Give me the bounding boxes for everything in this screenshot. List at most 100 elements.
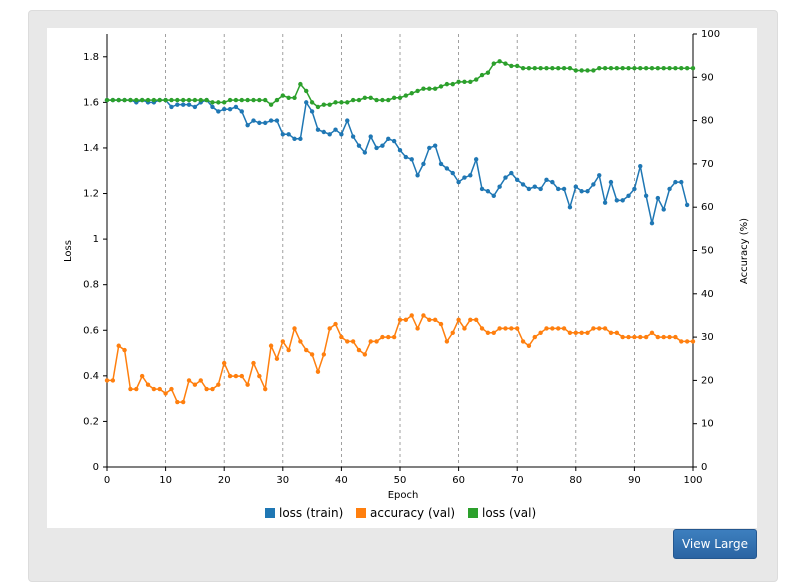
- data-point: [409, 157, 414, 162]
- data-point: [608, 179, 614, 185]
- data-point: [391, 138, 397, 144]
- data-point: [345, 100, 350, 105]
- data-point: [643, 193, 649, 199]
- data-point: [591, 326, 596, 331]
- data-point: [602, 200, 608, 205]
- data-point: [350, 97, 356, 103]
- data-point: [128, 386, 133, 392]
- y-left-axis-title: Loss: [63, 240, 74, 262]
- data-point: [169, 386, 174, 392]
- x-tick-label: 90: [628, 475, 641, 486]
- data-point: [192, 382, 198, 387]
- data-point: [128, 97, 133, 103]
- series-line-loss-train: [107, 99, 688, 224]
- view-large-button[interactable]: View Large: [673, 529, 757, 559]
- data-point: [333, 100, 338, 105]
- data-point: [661, 207, 666, 212]
- data-point: [608, 65, 614, 71]
- data-point: [462, 175, 467, 180]
- data-point: [251, 97, 256, 103]
- data-point: [585, 189, 590, 194]
- data-point: [175, 97, 180, 103]
- data-point: [110, 378, 116, 383]
- y-left-tick-label: 0: [93, 462, 99, 473]
- data-point: [304, 100, 309, 105]
- legend-swatch: [265, 508, 275, 518]
- x-tick-label: 10: [159, 475, 172, 486]
- data-point: [485, 330, 491, 335]
- data-point: [186, 102, 192, 107]
- data-point: [257, 97, 262, 103]
- data-point: [345, 339, 350, 344]
- data-point: [415, 88, 420, 94]
- data-point: [515, 326, 520, 331]
- data-point: [556, 326, 561, 331]
- data-point: [421, 86, 426, 91]
- data-point: [169, 104, 174, 110]
- y-left-tick-label: 0.8: [83, 280, 99, 291]
- data-point: [321, 352, 327, 357]
- data-point: [368, 95, 373, 101]
- data-point: [386, 97, 391, 103]
- data-point: [638, 65, 643, 71]
- data-point: [661, 65, 666, 71]
- data-point: [649, 220, 655, 226]
- data-point: [491, 61, 496, 66]
- data-point: [667, 334, 672, 340]
- data-point: [321, 129, 327, 135]
- data-point: [186, 378, 192, 383]
- data-point: [245, 122, 250, 128]
- data-point: [532, 65, 537, 71]
- data-point: [432, 86, 438, 91]
- data-point: [151, 386, 157, 392]
- data-point: [456, 317, 461, 322]
- data-point: [456, 79, 461, 85]
- data-point: [614, 330, 620, 335]
- data-point: [456, 179, 461, 185]
- data-point: [497, 326, 502, 331]
- y-right-tick-label: 90: [701, 72, 714, 83]
- y-right-tick-label: 80: [701, 116, 714, 127]
- data-point: [409, 91, 414, 96]
- data-point: [468, 79, 473, 85]
- data-point: [421, 161, 426, 167]
- data-point: [561, 186, 567, 192]
- chart-svg: 0 10 20 30 40 50 60 70 80 90 10000.20.40.60.811.21…: [63, 29, 750, 520]
- data-point: [286, 347, 291, 353]
- data-point: [444, 81, 450, 87]
- data-point: [567, 330, 573, 335]
- data-point: [345, 118, 350, 123]
- data-point: [520, 65, 526, 71]
- data-point: [374, 339, 379, 344]
- data-point: [626, 334, 631, 340]
- data-point: [620, 65, 625, 71]
- data-point: [216, 382, 221, 387]
- data-point: [614, 65, 620, 71]
- y-right-tick-label: 0: [701, 462, 707, 473]
- data-point: [403, 317, 409, 322]
- data-point: [180, 97, 186, 103]
- data-point: [479, 326, 485, 331]
- y-right-axis-title: Accuracy (%): [739, 218, 750, 284]
- data-point: [661, 334, 666, 340]
- data-point: [538, 65, 543, 71]
- data-point: [567, 65, 573, 71]
- data-point: [268, 118, 274, 123]
- data-point: [169, 97, 174, 103]
- data-point: [638, 163, 643, 169]
- data-point: [403, 154, 409, 160]
- data-point: [444, 339, 450, 344]
- data-point: [110, 97, 116, 103]
- data-point: [180, 102, 186, 107]
- data-point: [532, 184, 537, 189]
- y-left-tick-label: 1.4: [83, 143, 99, 154]
- data-point: [468, 173, 473, 178]
- data-point: [526, 186, 532, 192]
- data-point: [104, 97, 110, 103]
- data-point: [304, 88, 309, 94]
- data-point: [438, 161, 444, 167]
- y-right-tick-label: 10: [701, 419, 714, 430]
- data-point: [327, 326, 332, 331]
- data-point: [298, 81, 303, 87]
- data-point: [274, 356, 280, 361]
